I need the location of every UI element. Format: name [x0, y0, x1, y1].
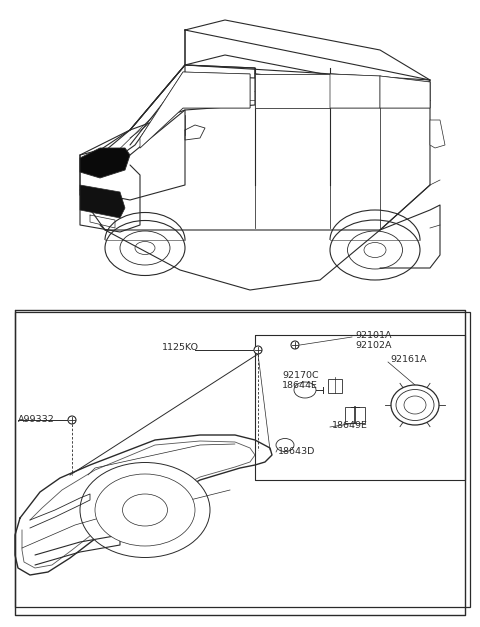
Ellipse shape — [80, 463, 210, 557]
Text: 92161A: 92161A — [390, 356, 427, 364]
Circle shape — [68, 416, 76, 424]
Ellipse shape — [391, 385, 439, 425]
Ellipse shape — [348, 231, 403, 269]
Circle shape — [254, 346, 262, 354]
Text: 18649E: 18649E — [332, 421, 368, 429]
Text: A99332: A99332 — [18, 416, 55, 424]
Polygon shape — [140, 72, 250, 148]
Text: 18643D: 18643D — [278, 448, 315, 456]
Ellipse shape — [404, 396, 426, 414]
Polygon shape — [380, 76, 430, 108]
Ellipse shape — [120, 231, 170, 265]
Text: 92101A: 92101A — [355, 330, 392, 339]
Circle shape — [291, 341, 299, 349]
Ellipse shape — [276, 438, 294, 451]
Bar — [345, 407, 365, 423]
Text: 92170C: 92170C — [282, 371, 319, 379]
Polygon shape — [80, 148, 130, 178]
Text: 18644E: 18644E — [282, 381, 318, 389]
Ellipse shape — [364, 243, 386, 258]
Ellipse shape — [294, 382, 316, 398]
Text: 92102A: 92102A — [355, 340, 392, 349]
Ellipse shape — [396, 389, 434, 421]
Ellipse shape — [330, 220, 420, 280]
Polygon shape — [430, 120, 445, 148]
Ellipse shape — [135, 241, 155, 255]
Polygon shape — [330, 74, 380, 108]
Ellipse shape — [105, 221, 185, 275]
Bar — [328, 379, 342, 393]
Ellipse shape — [122, 494, 168, 526]
Bar — [15, 312, 470, 607]
Polygon shape — [80, 185, 125, 218]
Ellipse shape — [95, 474, 195, 546]
Text: 1125KO: 1125KO — [162, 344, 199, 352]
Polygon shape — [255, 74, 330, 108]
